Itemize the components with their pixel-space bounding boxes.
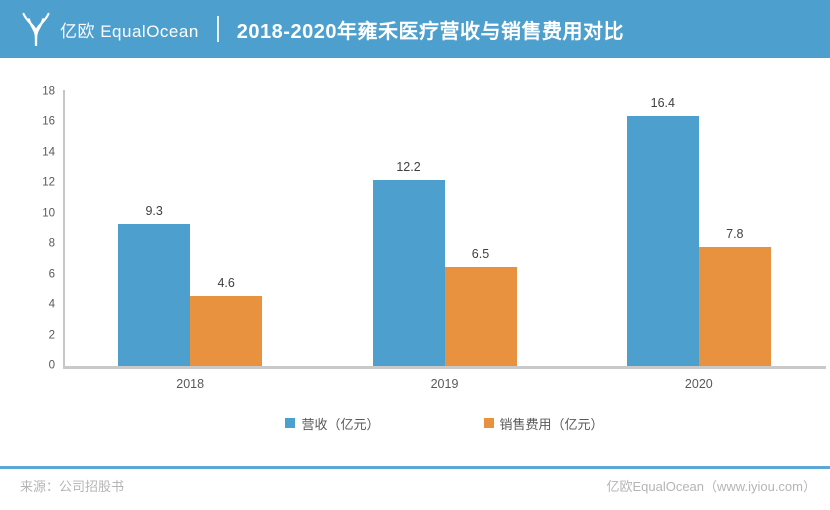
- y-axis-tick-label: 10: [42, 207, 55, 220]
- bar-value-label: 4.6: [217, 275, 235, 290]
- bar-2018-series0: [118, 224, 191, 366]
- logo: 亿欧 EqualOcean: [20, 12, 199, 46]
- y-axis-tick-label: 2: [48, 328, 55, 341]
- header: 亿欧 EqualOcean 2018-2020年雍禾医疗营收与销售费用对比: [0, 0, 830, 58]
- bar-2019-series0: [372, 180, 445, 366]
- bar-2020-series0: [626, 116, 699, 366]
- legend-label: 营收（亿元）: [301, 416, 380, 432]
- bar-2019-series1: [444, 267, 517, 366]
- y-axis-tick-label: 6: [48, 267, 55, 280]
- x-axis-category-label: 2018: [176, 377, 205, 391]
- legend-item: 营收（亿元）: [285, 414, 380, 433]
- y-axis-tick-label: 16: [42, 115, 55, 128]
- y-axis-line: [63, 90, 65, 369]
- bar-value-label: 7.8: [726, 227, 744, 242]
- y-axis-tick-label: 4: [48, 298, 55, 311]
- y-axis-tick-label: 18: [42, 85, 55, 98]
- legend-swatch: [285, 418, 296, 428]
- bar-value-label: 9.3: [145, 204, 163, 219]
- y-axis-tick-label: 0: [48, 359, 55, 372]
- bar-value-label: 6.5: [471, 247, 490, 262]
- bar-value-label: 16.4: [650, 96, 675, 111]
- footer-divider: [0, 466, 830, 469]
- footer-credit-text: 亿欧EqualOcean（www.iyiou.com）: [606, 479, 816, 494]
- footer-source-text: 来源：公司招股书: [20, 479, 125, 494]
- y-axis-tick-label: 8: [48, 237, 55, 250]
- y-axis-tick-label: 12: [42, 176, 55, 189]
- equalocean-logo-icon: [22, 12, 50, 46]
- bar-value-label: 12.2: [396, 160, 421, 175]
- legend-item: 销售费用（亿元）: [483, 414, 604, 433]
- legend-label: 销售费用（亿元）: [499, 416, 604, 432]
- legend-swatch: [483, 418, 494, 428]
- legend: 营收（亿元） 销售费用（亿元）: [63, 412, 826, 434]
- header-divider: [216, 16, 219, 42]
- page-title: 2018-2020年雍禾医疗营收与销售费用对比: [236, 20, 624, 43]
- logo-text: 亿欧 EqualOcean: [60, 21, 199, 41]
- x-axis-category-label: 2019: [430, 377, 459, 391]
- bar-2020-series1: [698, 247, 771, 366]
- bar-2018-series1: [190, 295, 263, 366]
- x-axis-category-label: 2020: [684, 377, 713, 391]
- x-axis-line: [63, 366, 826, 369]
- y-axis-tick-label: 14: [42, 146, 55, 159]
